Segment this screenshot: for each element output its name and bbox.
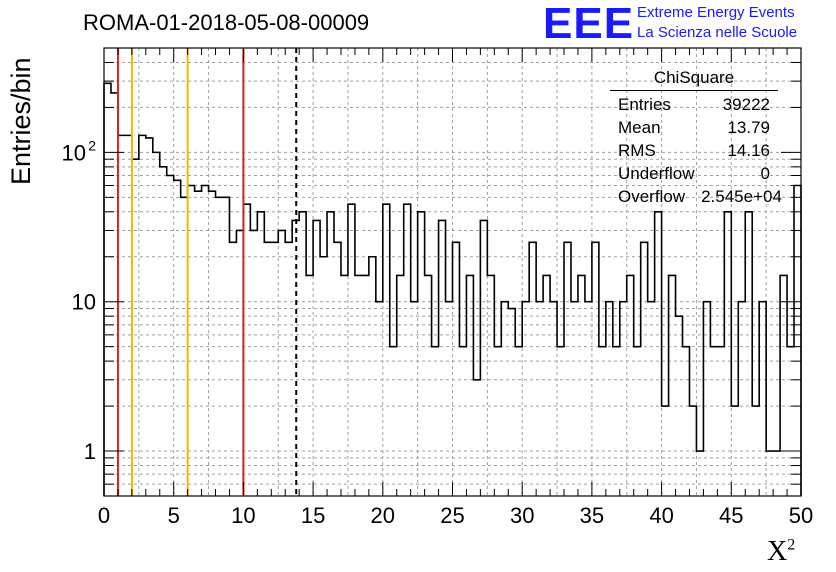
stats-row: Mean 13.79 xyxy=(610,116,778,139)
x-axis-label-text: X xyxy=(767,536,788,567)
x-tick-label: 5 xyxy=(168,503,180,528)
stats-label: Mean xyxy=(618,118,661,137)
stats-row: Entries 39222 xyxy=(610,93,778,116)
x-axis-label-exponent: 2 xyxy=(787,536,796,554)
y-tick-exponent: 2 xyxy=(88,137,96,153)
stats-value: 2.545e+04 xyxy=(701,187,782,206)
stats-value: 39222 xyxy=(722,95,770,114)
stats-title: ChiSquare xyxy=(610,68,778,91)
x-tick-label: 40 xyxy=(649,503,673,528)
stats-label: Underflow xyxy=(618,164,695,183)
stats-label: Overflow xyxy=(618,187,686,206)
stats-row: Overflow 2.545e+04 xyxy=(610,185,782,208)
stats-label: Entries xyxy=(618,95,671,114)
stats-row: RMS 14.16 xyxy=(610,139,778,162)
plot-title: ROMA-01-2018-05-08-00009 xyxy=(83,10,370,35)
x-tick-label: 30 xyxy=(510,503,534,528)
y-tick-label: 10 xyxy=(72,290,96,315)
x-tick-label: 25 xyxy=(440,503,464,528)
eee-logo: EEE xyxy=(543,0,635,48)
logo-line-1: Extreme Energy Events xyxy=(637,4,795,21)
stats-row: Underflow 0 xyxy=(610,162,778,185)
x-tick-label: 15 xyxy=(301,503,325,528)
y-tick-label: 1 xyxy=(84,439,96,464)
stats-value: 14.16 xyxy=(727,141,770,160)
stats-value: 13.79 xyxy=(727,118,770,137)
stats-box: ChiSquare Entries 39222 Mean 13.79 RMS 14.1… xyxy=(610,68,782,208)
logo-line-2: La Scienza nelle Scuole xyxy=(637,24,798,41)
x-tick-label: 20 xyxy=(371,503,395,528)
y-axis-label: Entries/bin xyxy=(6,57,36,185)
y-tick-label: 10 xyxy=(62,140,86,165)
stats-label: RMS xyxy=(618,141,656,160)
stats-value: 0 xyxy=(760,164,770,183)
x-tick-label: 10 xyxy=(231,503,255,528)
x-tick-label: 35 xyxy=(580,503,604,528)
x-tick-label: 50 xyxy=(789,503,813,528)
histogram-series xyxy=(103,82,802,496)
x-tick-label: 45 xyxy=(719,503,743,528)
x-tick-label: 0 xyxy=(98,503,110,528)
x-axis-label: X2 xyxy=(767,536,795,568)
